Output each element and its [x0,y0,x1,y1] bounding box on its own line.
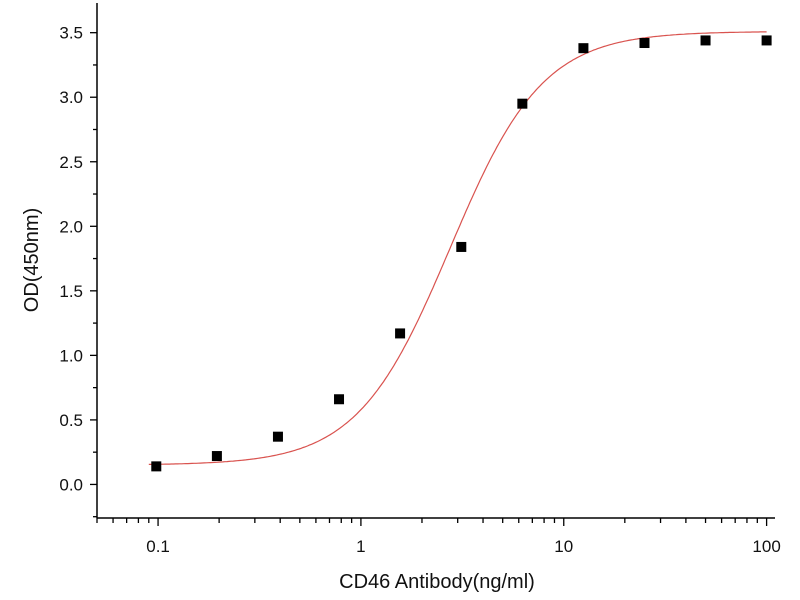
x-tick-label: 0.1 [146,537,170,556]
data-point [517,98,528,109]
y-tick-label: 1.0 [59,346,83,365]
data-point [151,461,162,472]
data-point [395,328,406,339]
x-tick-label: 1 [356,537,365,556]
plot-area: 0.0 0.5 1.0 1.5 2.0 2.5 3.0 3.5 0.1 1 10 100 [59,3,781,556]
y-axis-title: OD(450nm) [21,208,43,312]
data-point [761,35,772,46]
y-tick-label: 2.5 [59,153,83,172]
data-point [456,241,467,252]
y-tick-label: 0.5 [59,411,83,430]
y-tick-label: 0.0 [59,475,83,494]
data-point [334,394,345,405]
x-tick-label: 100 [752,537,780,556]
x-tick-label: 10 [554,537,573,556]
data-point [639,38,650,49]
fit-curve [148,31,767,465]
y-tick-label: 1.5 [59,282,83,301]
data-point [211,451,222,462]
data-point [700,35,711,46]
y-tick-label: 3.5 [59,24,83,43]
data-point [272,431,283,442]
y-tick-label: 3.0 [59,88,83,107]
data-point [578,43,589,54]
y-tick-label: 2.0 [59,217,83,236]
x-axis-title: CD46 Antibody(ng/ml) [339,571,535,593]
